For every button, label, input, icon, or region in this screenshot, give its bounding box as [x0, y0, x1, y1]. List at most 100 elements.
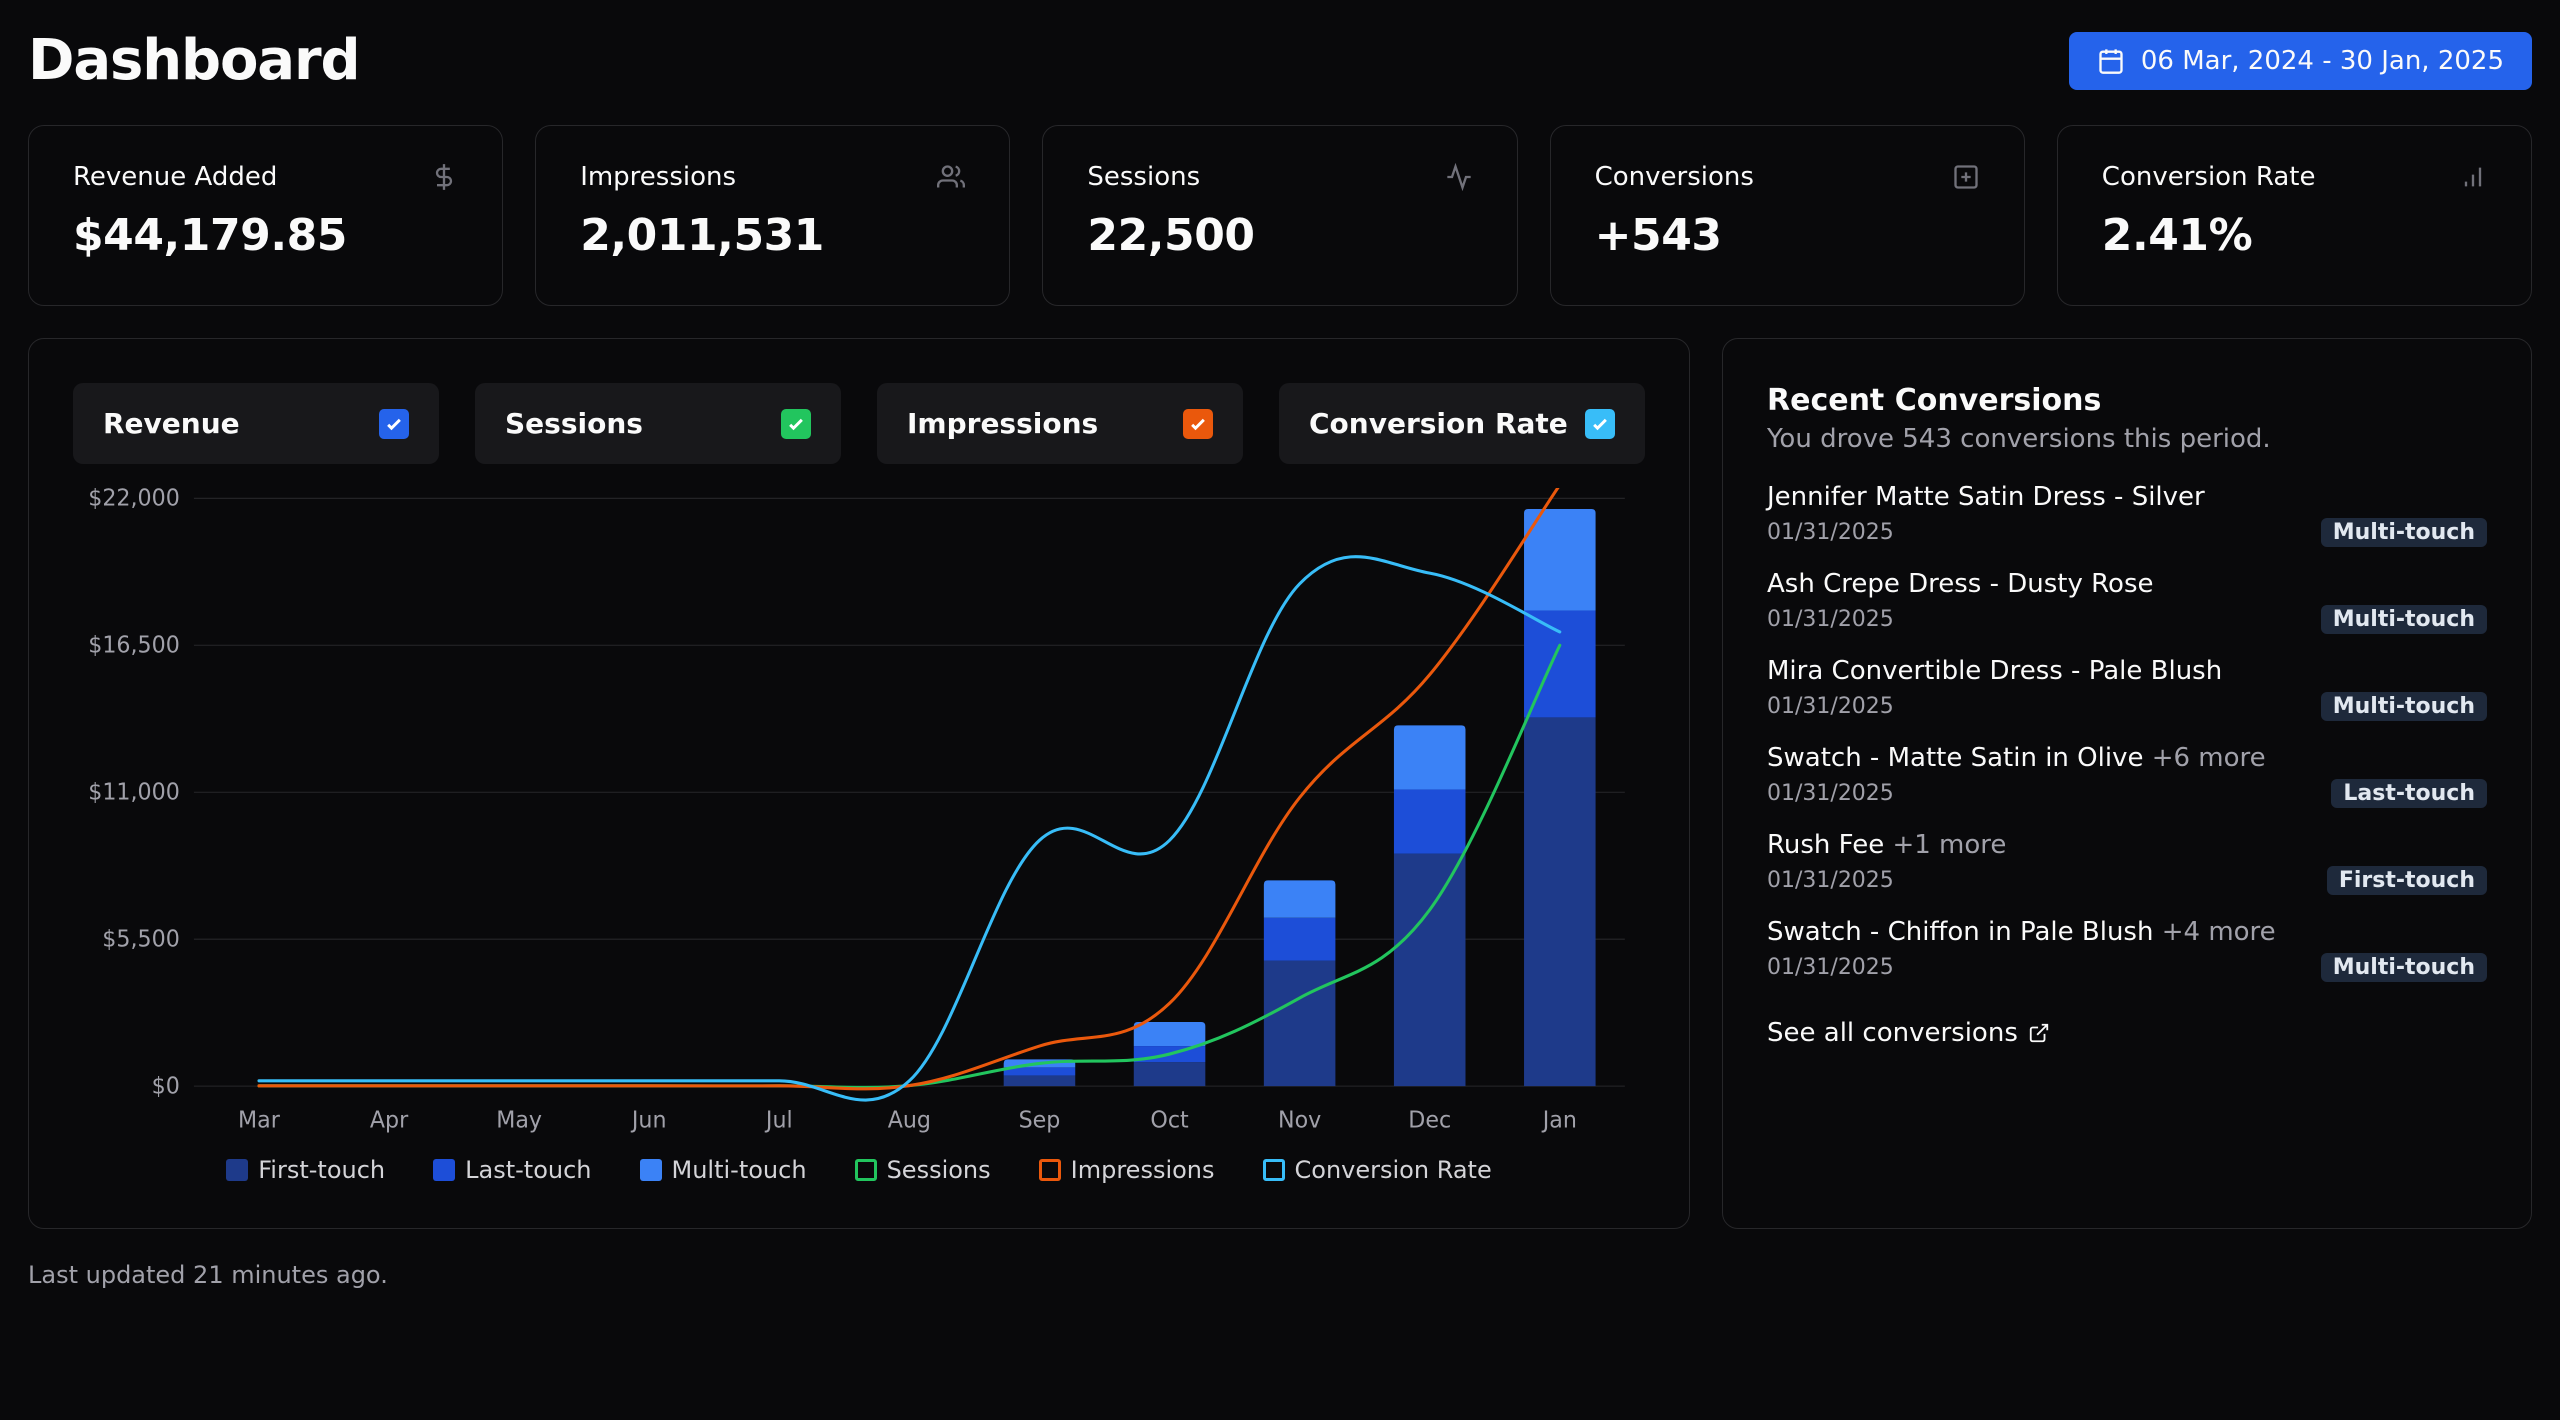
see-all-conversions-link[interactable]: See all conversions [1767, 1018, 2487, 1048]
legend-label: Sessions [887, 1156, 991, 1184]
legend-item: Impressions [1039, 1156, 1215, 1184]
date-range-picker[interactable]: 06 Mar, 2024 - 30 Jan, 2025 [2069, 32, 2532, 90]
kpi-label: Sessions [1087, 162, 1200, 192]
legend-label: Multi-touch [672, 1156, 807, 1184]
chart-toggle[interactable]: Sessions [475, 383, 841, 464]
conversion-name: Mira Convertible Dress - Pale Blush [1767, 656, 2487, 686]
legend-item: Conversion Rate [1263, 1156, 1492, 1184]
attribution-badge: Last-touch [2331, 779, 2487, 808]
svg-text:Apr: Apr [370, 1107, 409, 1133]
legend-swatch [640, 1159, 662, 1181]
conversion-name: Swatch - Chiffon in Pale Blush +4 more [1767, 917, 2487, 947]
conversion-item[interactable]: Swatch - Matte Satin in Olive +6 more 01… [1767, 743, 2487, 808]
kpi-value: $44,179.85 [73, 210, 458, 261]
attribution-badge: Multi-touch [2321, 692, 2487, 721]
conversion-list: Jennifer Matte Satin Dress - Silver 01/3… [1767, 482, 2487, 982]
svg-text:$11,000: $11,000 [88, 779, 180, 805]
chart-panel: Revenue Sessions Impressions Conversion … [28, 338, 1690, 1229]
legend-label: Impressions [1071, 1156, 1215, 1184]
page-title: Dashboard [28, 28, 359, 93]
users-icon [937, 163, 965, 191]
svg-text:$5,500: $5,500 [102, 926, 179, 952]
conversion-item[interactable]: Ash Crepe Dress - Dusty Rose 01/31/2025 … [1767, 569, 2487, 634]
svg-text:$0: $0 [152, 1073, 180, 1099]
calendar-icon [2097, 47, 2125, 75]
kpi-value: 2.41% [2102, 210, 2487, 261]
bar-chart-icon [2459, 163, 2487, 191]
toggle-label: Conversion Rate [1309, 407, 1568, 440]
plus-square-icon [1952, 163, 1980, 191]
conversion-date: 01/31/2025 [1767, 607, 1894, 632]
kpi-value: 22,500 [1087, 210, 1472, 261]
recent-conversions-panel: Recent Conversions You drove 543 convers… [1722, 338, 2532, 1229]
toggle-label: Impressions [907, 407, 1098, 440]
conversion-extra: +1 more [1892, 830, 2006, 860]
conversion-item[interactable]: Swatch - Chiffon in Pale Blush +4 more 0… [1767, 917, 2487, 982]
kpi-card: Conversion Rate 2.41% [2057, 125, 2532, 306]
kpi-card: Conversions +543 [1550, 125, 2025, 306]
chart-toggle[interactable]: Conversion Rate [1279, 383, 1645, 464]
toggle-label: Revenue [103, 407, 240, 440]
external-link-icon [2028, 1022, 2050, 1044]
footer-last-updated: Last updated 21 minutes ago. [28, 1261, 2532, 1289]
conversion-name: Swatch - Matte Satin in Olive +6 more [1767, 743, 2487, 773]
see-all-label: See all conversions [1767, 1018, 2018, 1048]
conversion-item[interactable]: Rush Fee +1 more 01/31/2025 First-touch [1767, 830, 2487, 895]
legend-swatch [1039, 1159, 1061, 1181]
toggle-row: Revenue Sessions Impressions Conversion … [73, 383, 1645, 464]
kpi-card: Impressions 2,011,531 [535, 125, 1010, 306]
attribution-badge: Multi-touch [2321, 518, 2487, 547]
legend-item: First-touch [226, 1156, 385, 1184]
kpi-card: Sessions 22,500 [1042, 125, 1517, 306]
svg-text:Oct: Oct [1150, 1107, 1189, 1133]
chart-area: $0 $5,500 $11,000 $16,500 $22,000 Mar Apr May Ju… [73, 488, 1645, 1148]
svg-text:May: May [496, 1107, 542, 1133]
svg-text:Aug: Aug [888, 1107, 931, 1133]
legend-label: First-touch [258, 1156, 385, 1184]
conversion-name: Ash Crepe Dress - Dusty Rose [1767, 569, 2487, 599]
legend-swatch [226, 1159, 248, 1181]
svg-text:Nov: Nov [1278, 1107, 1321, 1133]
checkbox-icon [379, 409, 409, 439]
svg-text:Mar: Mar [238, 1107, 281, 1133]
svg-text:Sep: Sep [1019, 1107, 1061, 1133]
conversion-date: 01/31/2025 [1767, 520, 1894, 545]
recent-title: Recent Conversions [1767, 383, 2487, 418]
checkbox-icon [1585, 409, 1615, 439]
svg-text:$16,500: $16,500 [88, 632, 180, 658]
legend-item: Multi-touch [640, 1156, 807, 1184]
kpi-card: Revenue Added $44,179.85 [28, 125, 503, 306]
conversion-name: Rush Fee +1 more [1767, 830, 2487, 860]
dollar-icon [430, 163, 458, 191]
conversion-item[interactable]: Mira Convertible Dress - Pale Blush 01/3… [1767, 656, 2487, 721]
legend-swatch [1263, 1159, 1285, 1181]
attribution-badge: Multi-touch [2321, 605, 2487, 634]
conversion-date: 01/31/2025 [1767, 781, 1894, 806]
date-range-text: 06 Mar, 2024 - 30 Jan, 2025 [2141, 46, 2504, 76]
svg-text:Dec: Dec [1408, 1107, 1451, 1133]
svg-text:Jul: Jul [764, 1107, 793, 1133]
toggle-label: Sessions [505, 407, 643, 440]
checkbox-icon [781, 409, 811, 439]
legend-label: Last-touch [465, 1156, 591, 1184]
conversion-item[interactable]: Jennifer Matte Satin Dress - Silver 01/3… [1767, 482, 2487, 547]
kpi-label: Conversions [1595, 162, 1754, 192]
legend-swatch [433, 1159, 455, 1181]
kpi-row: Revenue Added $44,179.85 Impressions 2,0… [28, 125, 2532, 306]
chart-legend: First-touch Last-touch Multi-touch Sessions… [73, 1156, 1645, 1184]
conversion-name: Jennifer Matte Satin Dress - Silver [1767, 482, 2487, 512]
conversion-date: 01/31/2025 [1767, 868, 1894, 893]
kpi-label: Revenue Added [73, 162, 277, 192]
svg-text:$22,000: $22,000 [88, 488, 180, 512]
activity-icon [1445, 163, 1473, 191]
svg-text:Jan: Jan [1541, 1107, 1577, 1133]
kpi-value: 2,011,531 [580, 210, 965, 261]
legend-item: Sessions [855, 1156, 991, 1184]
conversion-date: 01/31/2025 [1767, 694, 1894, 719]
attribution-badge: Multi-touch [2321, 953, 2487, 982]
attribution-badge: First-touch [2327, 866, 2487, 895]
chart-toggle[interactable]: Impressions [877, 383, 1243, 464]
chart-toggle[interactable]: Revenue [73, 383, 439, 464]
kpi-value: +543 [1595, 210, 1980, 261]
conversion-extra: +4 more [2162, 917, 2276, 947]
